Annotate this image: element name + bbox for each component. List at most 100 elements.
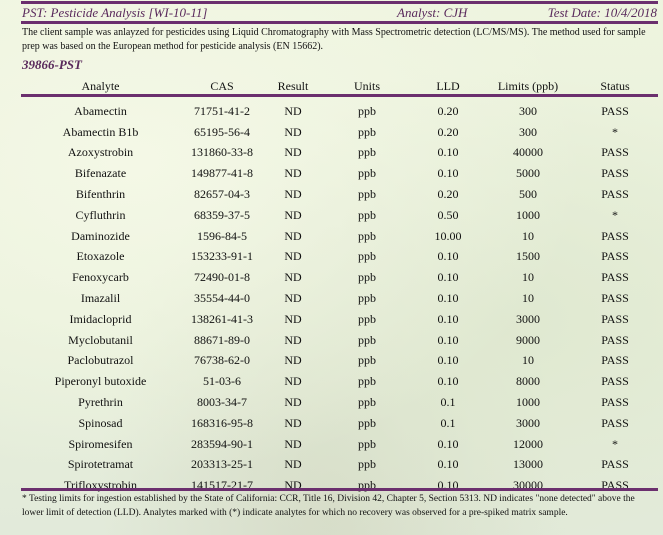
cell-cas: 131860-33-8 [191,145,253,160]
table-row: Myclobutanil 88671-89-0 ND ppb 0.10 9000 PASS [21,330,658,351]
cell-status: PASS [601,291,629,306]
cell-lld: 0.10 [437,436,459,451]
cell-limit: 3000 [516,311,540,326]
cell-result: ND [284,249,302,264]
cell-status: PASS [601,249,629,264]
table-row: Paclobutrazol 76738-62-0 ND ppb 0.10 10 PASS [21,351,658,372]
cell-lld: 0.10 [437,166,459,181]
table-row: Fenoxycarb 72490-01-8 ND ppb 0.10 10 PASS [21,267,658,288]
cell-status: PASS [601,374,629,389]
cell-status: * [612,207,618,222]
cell-status: PASS [601,270,629,285]
cell-cas: 203313-25-1 [191,457,253,472]
cell-status: * [612,124,618,139]
cell-lld: 0.10 [437,374,459,389]
cell-result: ND [284,415,302,430]
cell-lld: 0.20 [437,124,459,139]
column-header: LLD [436,78,460,93]
cell-analyte: Spirotetramat [67,457,134,472]
cell-analyte: Bifenthrin [75,187,126,202]
cell-units: ppb [358,228,376,243]
cell-analyte: Azoxystrobin [67,145,134,160]
cell-lld: 0.10 [437,249,459,264]
table-row: Piperonyl butoxide 51-03-6 ND ppb 0.10 8000 PA… [21,371,658,392]
cell-status: PASS [601,228,629,243]
cell-analyte: Etoxazole [76,249,125,264]
column-header: CAS [210,78,234,93]
cell-result: ND [284,207,302,222]
cell-analyte: Imazalil [80,291,121,306]
cell-lld: 0.10 [437,332,459,347]
cell-limit: 9000 [516,332,540,347]
column-header: Units [353,78,380,93]
column-header: Limits (ppb) [497,78,559,93]
cell-units: ppb [358,374,376,389]
test-date: Test Date: 10/4/2018 [547,5,657,20]
cell-cas: 153233-91-1 [191,249,253,264]
table-row: Bifenthrin 82657-04-3 ND ppb 0.20 500 PASS [21,184,658,205]
cell-analyte: Cyfluthrin [75,207,126,222]
cell-result: ND [284,353,302,368]
cell-analyte: Myclobutanil [68,332,133,347]
cell-result: ND [284,332,302,347]
cell-status: PASS [601,166,629,181]
title-rule [21,21,658,24]
cell-result: ND [284,124,302,139]
cell-limit: 500 [519,187,537,202]
sample-id: 39866-PST [22,57,82,72]
cell-result: ND [284,291,302,306]
cell-result: ND [284,103,302,118]
cell-units: ppb [358,436,376,451]
cell-result: ND [284,436,302,451]
cell-lld: 0.1 [440,395,456,410]
cell-limit: 300 [519,103,537,118]
table-row: Abamectin 71751-41-2 ND ppb 0.20 300 PASS [21,101,658,122]
cell-limit: 13000 [513,457,543,472]
cell-cas: 71751-41-2 [194,103,250,118]
report-title: PST: Pesticide Analysis [WI-10-11] [22,5,208,20]
cell-units: ppb [358,124,376,139]
table-row: Imidacloprid 138261-41-3 ND ppb 0.10 3000 PASS [21,309,658,330]
cell-units: ppb [358,187,376,202]
cell-cas: 138261-41-3 [191,311,253,326]
header-rule [21,94,658,97]
cell-cas: 8003-34-7 [197,395,247,410]
cell-limit: 1000 [516,207,540,222]
cell-status: PASS [601,311,629,326]
table-row: Imazalil 35554-44-0 ND ppb 0.10 10 PASS [21,288,658,309]
cell-limit: 10 [522,291,534,306]
cell-units: ppb [358,249,376,264]
cell-units: ppb [358,207,376,222]
cell-result: ND [284,311,302,326]
cell-analyte: Imidacloprid [69,311,132,326]
cell-analyte: Fenoxycarb [72,270,129,285]
cell-status: PASS [601,187,629,202]
cell-status: PASS [601,332,629,347]
cell-units: ppb [358,103,376,118]
cell-limit: 40000 [513,145,543,160]
cell-limit: 1500 [516,249,540,264]
cell-result: ND [284,187,302,202]
cell-lld: 0.50 [437,207,459,222]
cell-units: ppb [358,395,376,410]
cell-units: ppb [358,166,376,181]
cell-lld: 0.20 [437,187,459,202]
cell-status: PASS [601,457,629,472]
cell-status: PASS [601,353,629,368]
cell-units: ppb [358,311,376,326]
results-table: Analyte CAS Result Units LLD Limits (ppb) Stat… [21,77,658,496]
cell-units: ppb [358,415,376,430]
table-row: Etoxazole 153233-91-1 ND ppb 0.10 1500 PASS [21,247,658,268]
cell-status: * [612,436,618,451]
bottom-rule [21,488,658,491]
cell-limit: 8000 [516,374,540,389]
cell-status: PASS [601,395,629,410]
cell-analyte: Piperonyl butoxide [54,374,147,389]
cell-result: ND [284,145,302,160]
cell-lld: 0.10 [437,353,459,368]
method-description: The client sample was anlayzed for pesti… [22,27,646,52]
cell-lld: 0.1 [440,415,456,430]
cell-analyte: Daminozide [71,228,130,243]
cell-cas: 76738-62-0 [194,353,250,368]
cell-limit: 5000 [516,166,540,181]
